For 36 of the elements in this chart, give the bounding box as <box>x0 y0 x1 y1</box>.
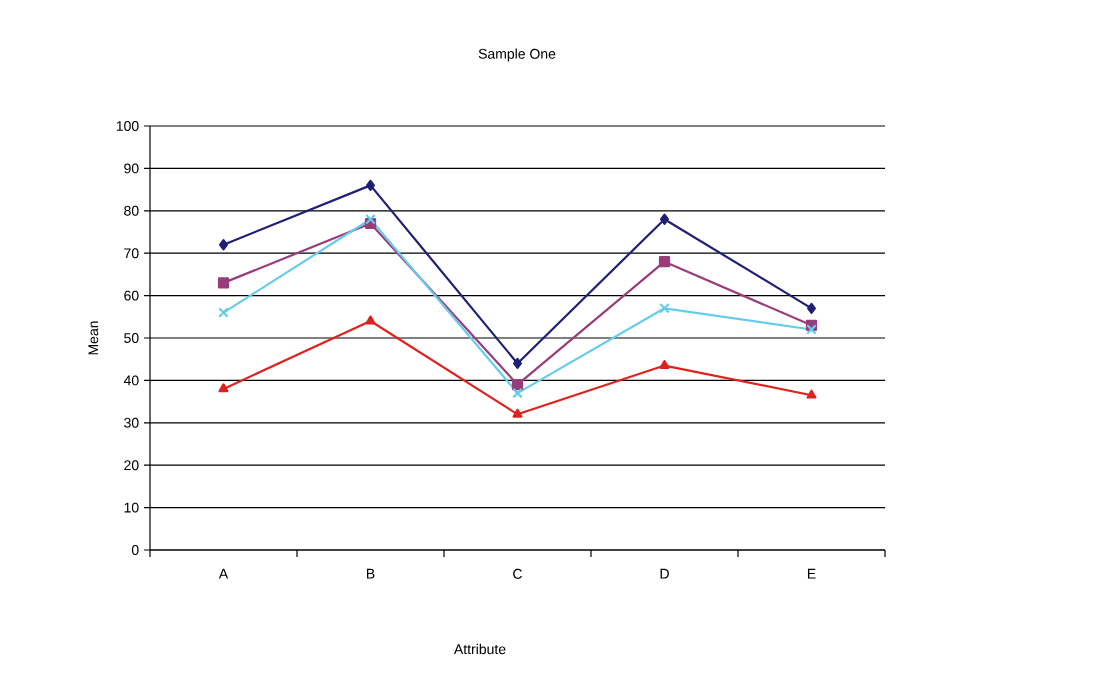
x-tick-label: A <box>218 568 229 579</box>
x-tick-label: C <box>513 568 523 579</box>
point <box>659 302 670 314</box>
y-tick-label: 30 <box>124 417 139 428</box>
point <box>218 383 229 393</box>
y-tick-label: 70 <box>124 248 139 259</box>
y-tick-label: 0 <box>131 545 139 555</box>
point <box>217 277 230 289</box>
point <box>366 179 375 191</box>
chart-title: Sample One <box>478 48 556 62</box>
y-tick-label: 40 <box>123 375 139 386</box>
y-tick-label: 80 <box>124 205 139 216</box>
point <box>365 213 376 225</box>
y-tick-label: 60 <box>124 290 139 301</box>
point <box>658 256 671 268</box>
point <box>511 379 524 391</box>
y-tick-label: 50 <box>124 333 139 343</box>
point <box>807 302 816 314</box>
y-axis-title: Mean <box>88 321 99 355</box>
point <box>660 213 669 225</box>
point <box>218 307 229 318</box>
x-tick-label: B <box>366 568 375 579</box>
y-tick-label: 90 <box>124 163 139 174</box>
point <box>512 408 523 418</box>
x-tick-label: E <box>807 568 816 579</box>
point <box>806 389 817 399</box>
x-tick-label: D <box>660 568 669 579</box>
y-tick-label: 10 <box>124 502 139 513</box>
point <box>219 239 228 251</box>
point <box>806 324 817 335</box>
y-tick-label: 100 <box>116 121 139 131</box>
point <box>512 387 523 399</box>
point <box>659 359 670 369</box>
point <box>365 315 376 325</box>
y-tick-label: 20 <box>124 460 139 471</box>
x-axis-title: Attribute <box>453 643 506 655</box>
